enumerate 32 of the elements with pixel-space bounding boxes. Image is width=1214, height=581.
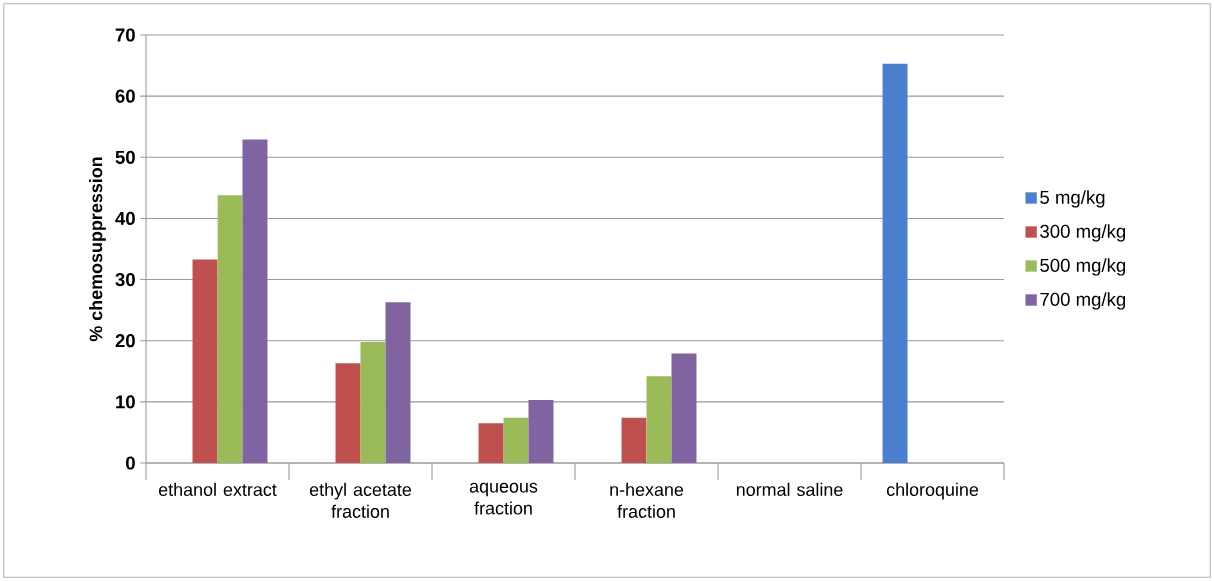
x-tick-label: n-hexane fraction	[610, 482, 684, 518]
y-tick-label: 50	[115, 150, 135, 164]
bar	[621, 417, 647, 464]
bar	[528, 400, 554, 464]
x-tick-label: chloroquine	[886, 482, 979, 500]
y-axis-title: % chemosuppression	[89, 157, 106, 342]
y-tick-label: 10	[116, 395, 135, 409]
x-tick-label: ethanol extract	[158, 482, 277, 496]
bar	[478, 423, 504, 464]
bar	[671, 353, 697, 464]
y-tick-label: 30	[115, 272, 135, 287]
legend-label: 700 mg/kg	[1040, 292, 1126, 310]
x-tick-label: aqueous fraction	[469, 482, 538, 515]
y-tick-label: 0	[126, 456, 135, 470]
bar	[385, 302, 411, 464]
bar	[503, 417, 529, 464]
y-tick-label: 40	[115, 211, 135, 226]
bar	[217, 195, 243, 464]
y-tick-label: 20	[115, 334, 135, 348]
legend-label: 500 mg/kg	[1040, 258, 1126, 276]
bar	[646, 376, 672, 464]
bar	[335, 363, 361, 464]
legend-label: 300 mg/kg	[1040, 224, 1126, 242]
x-tick-label: normal saline	[736, 482, 843, 496]
y-tick-label: 70	[115, 28, 135, 42]
bar	[882, 63, 908, 464]
bar	[192, 259, 218, 464]
legend-label: 5 mg/kg	[1040, 190, 1105, 208]
bar	[242, 139, 268, 464]
bar	[360, 341, 386, 464]
y-tick-label: 60	[115, 89, 135, 103]
x-tick-label: ethyl acetate fraction	[309, 482, 412, 518]
